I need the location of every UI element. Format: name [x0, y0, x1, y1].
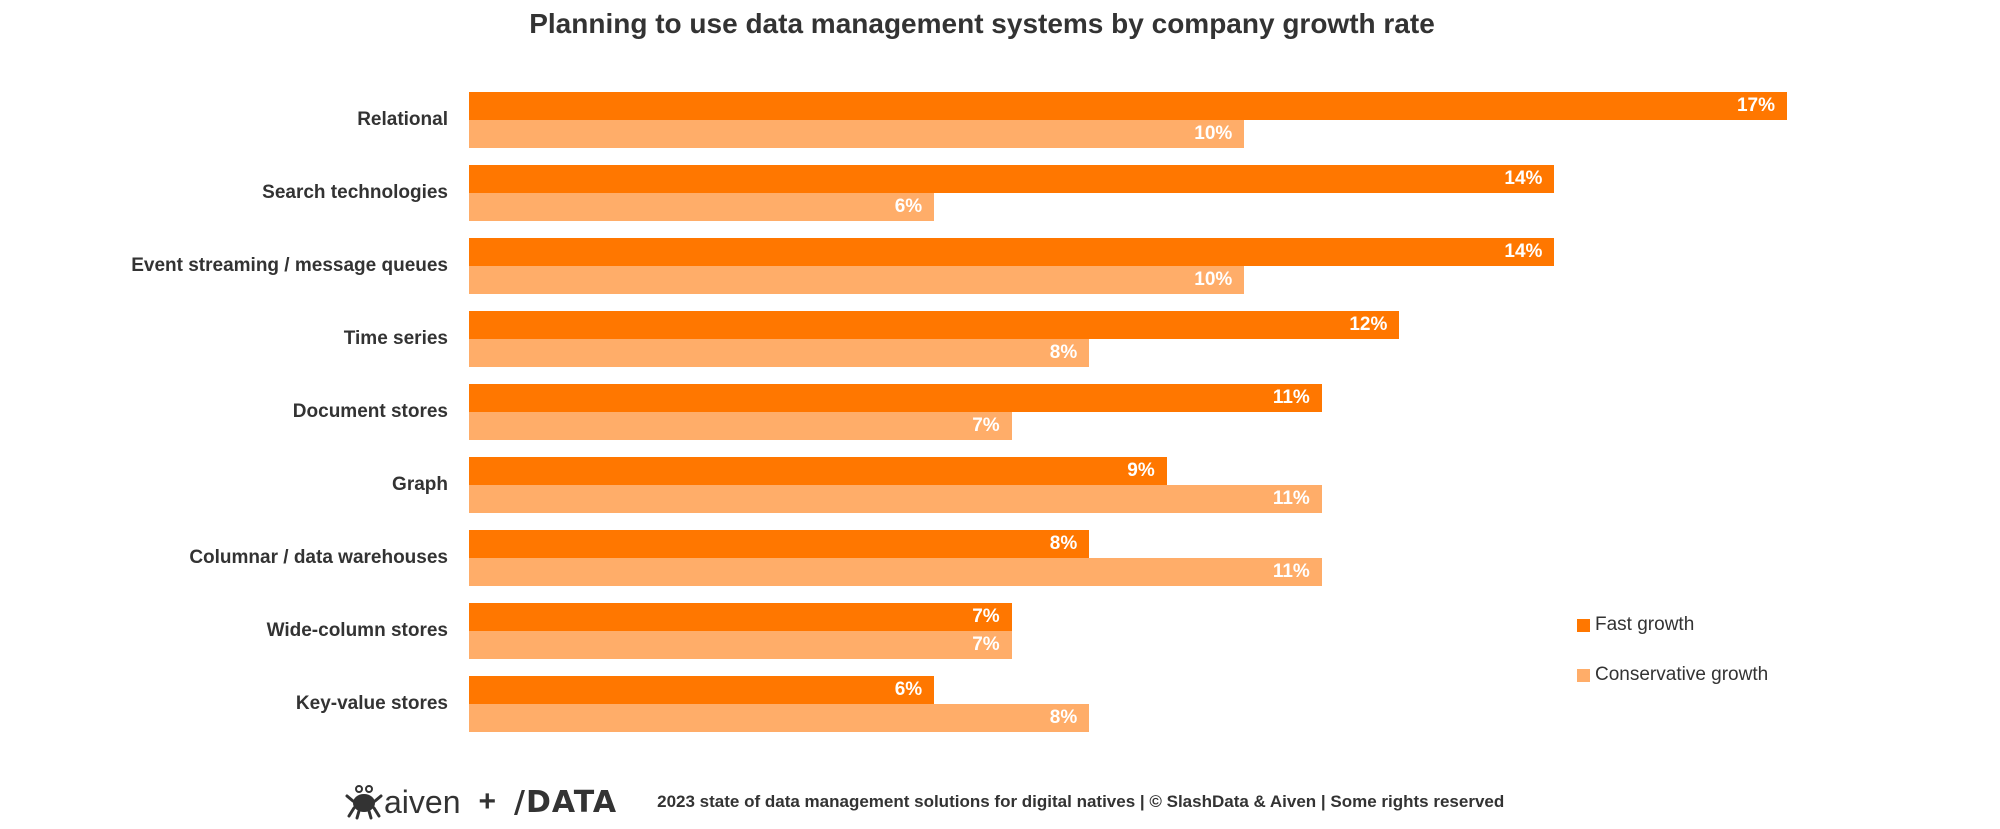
data-label: 7% [972, 415, 1000, 436]
bar-conservative-growth [469, 120, 1245, 148]
aiven-wordmark: aiven [384, 783, 461, 820]
bar-conservative-growth [469, 339, 1090, 367]
data-label: 8% [1049, 707, 1078, 728]
data-label: 14% [1504, 168, 1543, 189]
footer: aiven + /DATA 2023 state of data managem… [344, 784, 1505, 821]
category-label: Columnar / data warehouses [189, 547, 448, 568]
plus-sign: + [478, 785, 497, 818]
bar-fast-growth [469, 603, 1012, 631]
data-label: 7% [972, 634, 1000, 655]
data-label: 9% [1127, 460, 1155, 481]
data-label: 11% [1272, 488, 1310, 509]
bar-fast-growth [469, 311, 1400, 339]
category-label: Document stores [292, 401, 448, 422]
category-label: Key-value stores [295, 693, 448, 714]
legend-label: Conservative growth [1595, 664, 1769, 685]
data-label: 11% [1272, 561, 1310, 582]
category-label: Search technologies [262, 182, 448, 203]
bar-fast-growth [469, 676, 935, 704]
bar-conservative-growth [469, 412, 1012, 440]
data-label: 11% [1272, 387, 1310, 408]
category-label: Wide-column stores [266, 620, 448, 641]
data-label: 8% [1049, 342, 1078, 363]
bar-conservative-growth [469, 485, 1322, 513]
data-label: 10% [1194, 269, 1233, 290]
bar-conservative-growth [469, 704, 1090, 732]
bar-conservative-growth [469, 266, 1245, 294]
bar-fast-growth [469, 457, 1167, 485]
bar-conservative-growth [469, 193, 935, 221]
legend-swatch-fast [1577, 618, 1590, 632]
bar-conservative-growth [469, 558, 1322, 586]
legend-item-conservative-growth: Conservative growth [1577, 664, 1768, 686]
category-label: Time series [343, 328, 448, 349]
data-label: 14% [1504, 241, 1543, 262]
chart-title: Planning to use data management systems … [529, 8, 1435, 39]
data-label: 7% [972, 606, 1000, 627]
crab-icon [345, 785, 383, 820]
slashdata-logo: /DATA [514, 784, 618, 820]
bar-fast-growth [469, 165, 1555, 193]
category-label: Relational [357, 109, 448, 130]
data-label: 6% [894, 196, 923, 217]
bar-fast-growth [469, 530, 1090, 558]
category-label: Event streaming / message queues [131, 255, 448, 276]
data-label: 8% [1049, 533, 1078, 554]
data-label: 12% [1349, 314, 1388, 335]
legend-swatch-conservative [1577, 668, 1590, 682]
legend-item-fast-growth: Fast growth [1577, 614, 1694, 636]
aiven-logo: aiven [344, 784, 461, 821]
footer-text: 2023 state of data management solutions … [657, 792, 1505, 811]
data-label: 17% [1736, 95, 1775, 116]
bar-conservative-growth [469, 631, 1012, 659]
data-label: 6% [894, 679, 923, 700]
bar-fast-growth [469, 384, 1322, 412]
category-label: Graph [392, 474, 448, 495]
data-label: 10% [1194, 123, 1233, 144]
legend-label: Fast growth [1595, 614, 1695, 635]
bar-fast-growth [469, 238, 1555, 266]
bar-fast-growth [469, 92, 1787, 120]
